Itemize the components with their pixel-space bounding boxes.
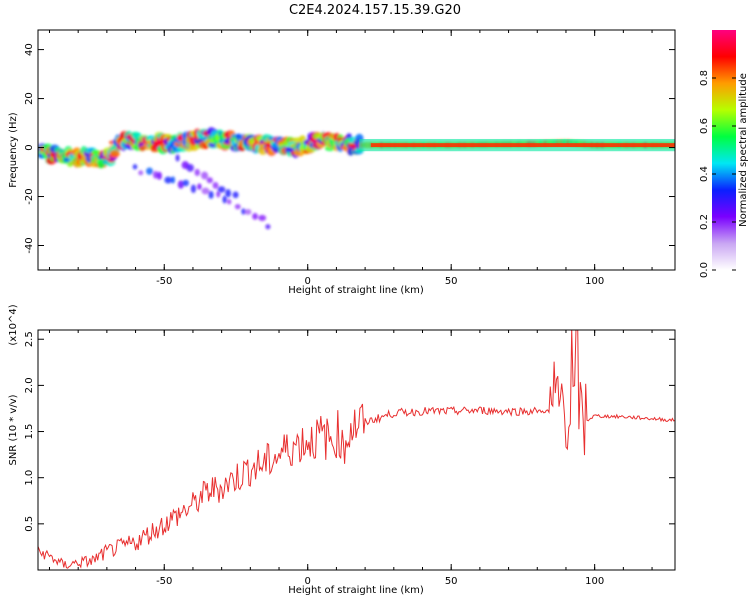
figure-title: C2E4.2024.157.15.39.G20 bbox=[289, 3, 461, 18]
spectrogram-cell bbox=[244, 209, 252, 215]
snr-x-tick-label: -50 bbox=[156, 576, 172, 587]
spectrogram-cell bbox=[190, 184, 197, 194]
snr-y-tick-label: 0.5 bbox=[24, 516, 35, 532]
spectrogram-cell bbox=[200, 171, 209, 180]
spectrogram-track-chirp-upper bbox=[132, 164, 271, 230]
spectrogram-cell bbox=[145, 167, 154, 175]
spectrogram-cell bbox=[258, 214, 267, 221]
spectrogram-y-tick-label: 40 bbox=[24, 43, 35, 56]
snr-series-line bbox=[38, 330, 675, 569]
spectrogram-cell bbox=[182, 179, 190, 187]
spectrogram-cell bbox=[208, 190, 214, 199]
spectrogram-cell bbox=[252, 213, 258, 220]
spectrogram-ticks: -50 0 50 100 -40 -20 0 20 40 bbox=[24, 30, 675, 287]
colorbar-tick-label: 0.4 bbox=[699, 166, 710, 182]
spectrogram-cell bbox=[109, 149, 120, 158]
snr-y-tick-label: 1.5 bbox=[24, 424, 35, 440]
snr-y-tick-label: 2.0 bbox=[24, 377, 35, 393]
spectrogram-cell bbox=[206, 177, 213, 184]
spectrogram-cell bbox=[216, 190, 221, 198]
colorbar-ticks: 0.0 0.2 0.4 0.6 0.8 bbox=[699, 70, 736, 278]
spectrogram-y-tick-label: 20 bbox=[24, 92, 35, 105]
spectrogram-y-tick-label: -40 bbox=[24, 237, 35, 253]
snr-y-multiplier: (x10^4) bbox=[8, 304, 19, 345]
colorbar-tick-label: 0.6 bbox=[699, 118, 710, 134]
spectrogram-x-tick-label: 100 bbox=[585, 276, 604, 287]
spectrogram-frame bbox=[37, 29, 676, 271]
snr-y-tick-label: 1.0 bbox=[24, 470, 35, 486]
snr-panel: -50 0 50 100 0.5 1.0 1.5 2.0 2.5 Height of strai… bbox=[8, 304, 676, 596]
spectrogram-x-axis-label: Height of straight line (km) bbox=[288, 285, 424, 296]
colorbar-tick-label: 0.2 bbox=[699, 214, 710, 230]
snr-ticks: -50 0 50 100 0.5 1.0 1.5 2.0 2.5 bbox=[24, 330, 675, 587]
spectrogram-band-core bbox=[370, 143, 675, 148]
snr-y-tick-label: 2.5 bbox=[24, 331, 35, 347]
spectrogram-y-axis-label: Frequency (Hz) bbox=[8, 112, 19, 188]
spectrogram-panel: -50 0 50 100 -40 -20 0 20 40 Height of straight … bbox=[8, 29, 676, 296]
spectrogram-cell bbox=[234, 203, 241, 210]
spectrogram-track-chirp-lower bbox=[175, 154, 239, 199]
spectrogram-cell bbox=[186, 164, 194, 172]
spectrogram-cell bbox=[241, 208, 246, 215]
spectrogram-cell bbox=[171, 176, 176, 184]
snr-x-axis-label: Height of straight line (km) bbox=[288, 585, 424, 596]
spectrogram-y-tick-label: 0 bbox=[24, 144, 35, 150]
spectrogram-cell bbox=[164, 176, 172, 184]
colorbar-tick-label: 0.8 bbox=[699, 70, 710, 86]
spectrogram-x-tick-label: 0 bbox=[305, 276, 311, 287]
spectrogram-cell bbox=[227, 198, 232, 205]
spectrogram-cell bbox=[212, 182, 219, 189]
colorbar: 0.0 0.2 0.4 0.6 0.8 Normalized spectral ampl… bbox=[699, 30, 749, 278]
spectrogram-steady-band bbox=[359, 138, 675, 152]
snr-x-tick-label: 100 bbox=[585, 576, 604, 587]
spectrogram-cell bbox=[225, 189, 232, 198]
spectrogram-cell bbox=[132, 164, 138, 170]
snr-x-tick-label: 50 bbox=[445, 576, 458, 587]
spectrogram-cell bbox=[197, 183, 202, 190]
spectrogram-y-tick-label: -20 bbox=[24, 188, 35, 204]
colorbar-gradient bbox=[712, 30, 736, 270]
spectrogram-heatmap bbox=[38, 127, 675, 230]
spectrogram-cell bbox=[222, 195, 227, 204]
spectrogram-cell bbox=[194, 168, 200, 177]
colorbar-tick-label: 0.0 bbox=[699, 262, 710, 278]
spectrogram-x-tick-label: 50 bbox=[445, 276, 458, 287]
spectrogram-x-tick-label: -50 bbox=[156, 276, 172, 287]
spectrogram-cell bbox=[177, 180, 184, 189]
snr-x-tick-label: 0 bbox=[305, 576, 311, 587]
spectrogram-cell bbox=[156, 171, 162, 180]
spectrogram-cell bbox=[139, 145, 146, 152]
colorbar-label: Normalized spectral amplitude bbox=[738, 73, 749, 227]
spectrogram-cell bbox=[175, 154, 180, 162]
spectrogram-cell bbox=[217, 186, 226, 193]
snr-y-axis-label: SNR (10 * v/v) bbox=[8, 394, 19, 465]
snr-line-layer bbox=[38, 330, 675, 569]
spectrogram-cell bbox=[265, 224, 271, 230]
snr-frame bbox=[37, 329, 676, 571]
spectrogram-cell bbox=[138, 170, 144, 176]
spectrogram-cell bbox=[201, 187, 210, 195]
snr-plot-area bbox=[38, 330, 675, 570]
spectrogram-cell bbox=[232, 191, 239, 199]
